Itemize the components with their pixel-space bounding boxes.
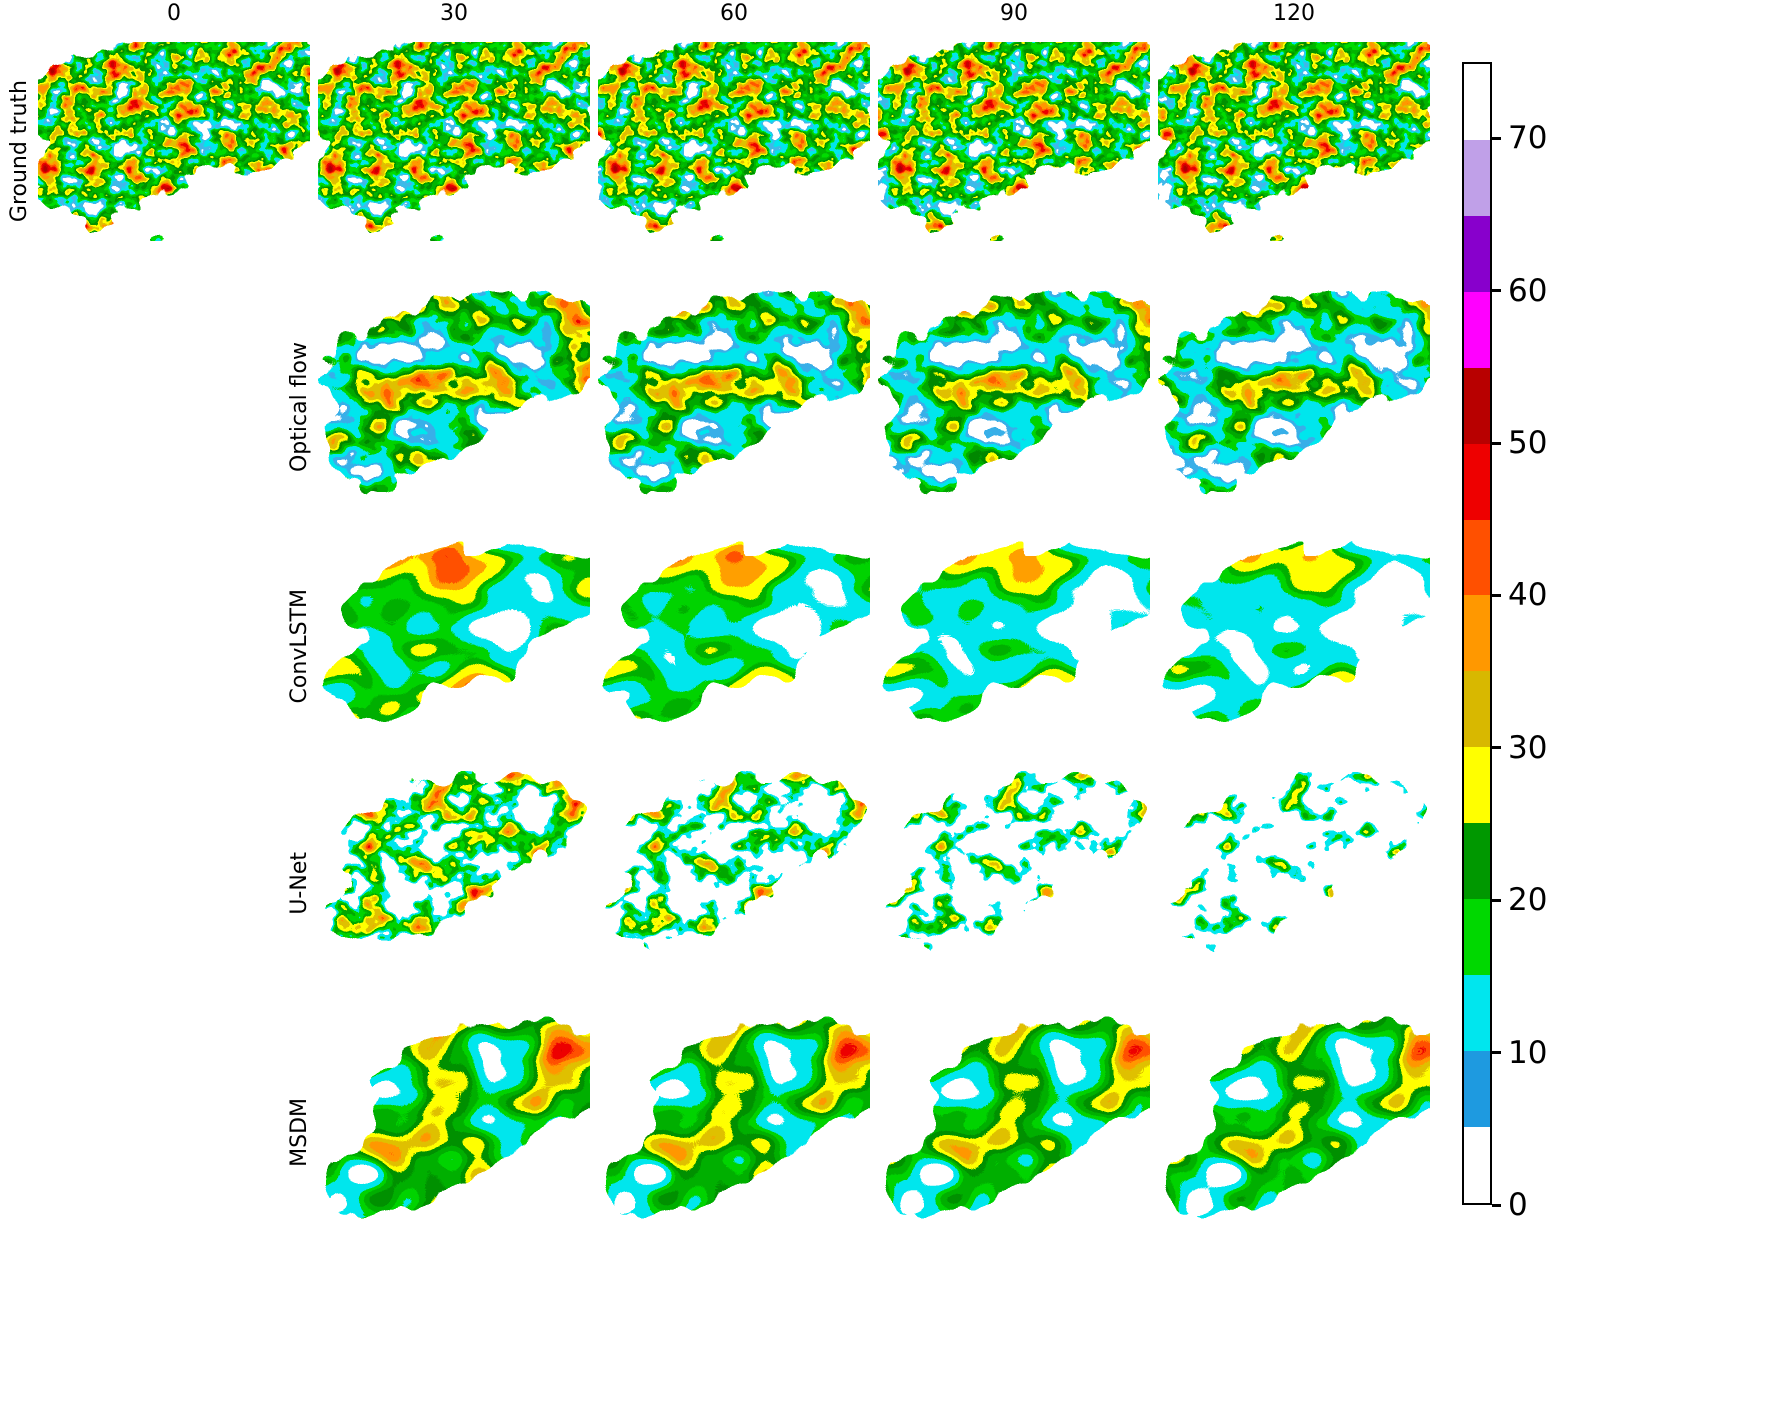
- row-label-text: Optical flow: [286, 341, 312, 472]
- column-header-60: 60: [720, 1, 748, 26]
- radar-panel-convlstm-t90: [878, 530, 1150, 762]
- colorbar-band-15-20: [1464, 899, 1490, 976]
- row-label-optical-flow: Optical flow: [284, 288, 314, 526]
- radar-panel-u-net-t120: [1158, 766, 1430, 1000]
- colorbar-tickmark-0: [1492, 1203, 1501, 1207]
- column-header-30: 30: [440, 1, 468, 26]
- colorbar-band-5-10: [1464, 1050, 1490, 1127]
- colorbar-band-55-60: [1464, 291, 1490, 368]
- colorbar-band-65-70: [1464, 139, 1490, 216]
- radar-panel-convlstm-t30: [318, 530, 590, 762]
- colorbar-tick-label-10: 10: [1508, 1034, 1548, 1071]
- row-label-u-net: U-Net: [284, 766, 314, 1000]
- colorbar-tickmark-10: [1492, 1051, 1501, 1055]
- radar-panel-ground-truth-t0: [38, 42, 310, 260]
- radar-panel-convlstm-t60: [598, 530, 870, 762]
- row-label-ground-truth: Ground truth: [4, 42, 34, 260]
- colorbar-tickmark-50: [1492, 441, 1501, 445]
- row-label-convlstm: ConvLSTM: [284, 530, 314, 762]
- colorbar-tickmark-20: [1492, 898, 1501, 902]
- colorbar-band-0-5: [1464, 1126, 1490, 1203]
- row-label-text: Ground truth: [6, 79, 32, 223]
- radar-panel-msdm-t120: [1158, 1006, 1430, 1258]
- radar-panel-ground-truth-t90: [878, 42, 1150, 260]
- radar-panel-msdm-t90: [878, 1006, 1150, 1258]
- colorbar-band-60-65: [1464, 215, 1490, 292]
- colorbar-band-30-35: [1464, 671, 1490, 748]
- radar-panel-u-net-t60: [598, 766, 870, 1000]
- colorbar-tickmark-30: [1492, 746, 1501, 750]
- colorbar-tick-label-60: 60: [1508, 272, 1548, 309]
- radar-panel-optical-flow-t60: [598, 288, 870, 526]
- colorbar-tickmark-40: [1492, 593, 1501, 597]
- row-label-text: ConvLSTM: [286, 588, 312, 704]
- radar-panel-convlstm-t120: [1158, 530, 1430, 762]
- colorbar-band-45-50: [1464, 443, 1490, 520]
- radar-panel-ground-truth-t60: [598, 42, 870, 260]
- radar-panel-ground-truth-t30: [318, 42, 590, 260]
- colorbar-tick-label-20: 20: [1508, 882, 1548, 919]
- colorbar-tickmark-70: [1492, 136, 1501, 140]
- row-label-msdm: MSDM: [284, 1006, 314, 1258]
- row-label-text: U-Net: [286, 851, 312, 915]
- radar-panel-optical-flow-t120: [1158, 288, 1430, 526]
- colorbar-band-70-75: [1464, 64, 1490, 140]
- radar-panel-optical-flow-t90: [878, 288, 1150, 526]
- radar-panel-msdm-t60: [598, 1006, 870, 1258]
- colorbar-tick-label-70: 70: [1508, 120, 1548, 157]
- colorbar: [1462, 62, 1492, 1205]
- colorbar-band-20-25: [1464, 823, 1490, 900]
- colorbar-band-25-30: [1464, 747, 1490, 824]
- colorbar-tick-label-40: 40: [1508, 577, 1548, 614]
- colorbar-band-10-15: [1464, 975, 1490, 1051]
- colorbar-tick-label-50: 50: [1508, 425, 1548, 461]
- row-label-text: MSDM: [286, 1097, 312, 1167]
- column-header-120: 120: [1273, 1, 1315, 26]
- colorbar-band-50-55: [1464, 367, 1490, 444]
- radar-panel-u-net-t30: [318, 766, 590, 1000]
- radar-panel-msdm-t30: [318, 1006, 590, 1258]
- colorbar-tick-label-30: 30: [1508, 729, 1548, 766]
- column-header-90: 90: [1000, 1, 1028, 26]
- radar-panel-ground-truth-t120: [1158, 42, 1430, 260]
- column-header-0: 0: [167, 1, 181, 26]
- radar-panel-u-net-t90: [878, 766, 1150, 1000]
- colorbar-band-40-45: [1464, 519, 1490, 596]
- colorbar-band-35-40: [1464, 595, 1490, 672]
- colorbar-tick-label-0: 0: [1508, 1187, 1528, 1223]
- radar-panel-optical-flow-t30: [318, 288, 590, 526]
- colorbar-tickmark-60: [1492, 289, 1501, 293]
